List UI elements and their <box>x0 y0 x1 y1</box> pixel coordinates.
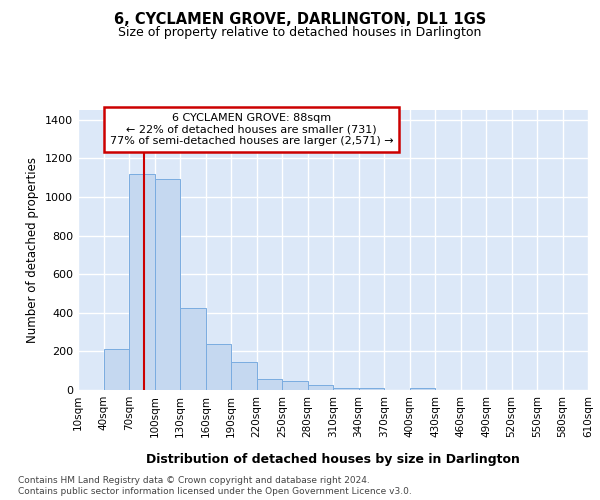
Text: Contains HM Land Registry data © Crown copyright and database right 2024.: Contains HM Land Registry data © Crown c… <box>18 476 370 485</box>
Bar <box>104 350 129 390</box>
Bar <box>359 388 384 390</box>
Bar <box>129 174 155 390</box>
Bar <box>257 379 282 390</box>
Text: Size of property relative to detached houses in Darlington: Size of property relative to detached ho… <box>118 26 482 39</box>
Text: Distribution of detached houses by size in Darlington: Distribution of detached houses by size … <box>146 452 520 466</box>
Bar <box>308 385 333 390</box>
Bar <box>333 388 359 390</box>
Bar <box>180 308 205 390</box>
Bar <box>282 382 308 390</box>
Bar <box>205 344 231 390</box>
Text: Contains public sector information licensed under the Open Government Licence v3: Contains public sector information licen… <box>18 488 412 496</box>
Text: 6 CYCLAMEN GROVE: 88sqm
← 22% of detached houses are smaller (731)
77% of semi-d: 6 CYCLAMEN GROVE: 88sqm ← 22% of detache… <box>110 113 393 146</box>
Text: 6, CYCLAMEN GROVE, DARLINGTON, DL1 1GS: 6, CYCLAMEN GROVE, DARLINGTON, DL1 1GS <box>114 12 486 28</box>
Y-axis label: Number of detached properties: Number of detached properties <box>26 157 40 343</box>
Bar <box>231 362 257 390</box>
Bar <box>155 178 180 390</box>
Bar <box>410 388 435 390</box>
